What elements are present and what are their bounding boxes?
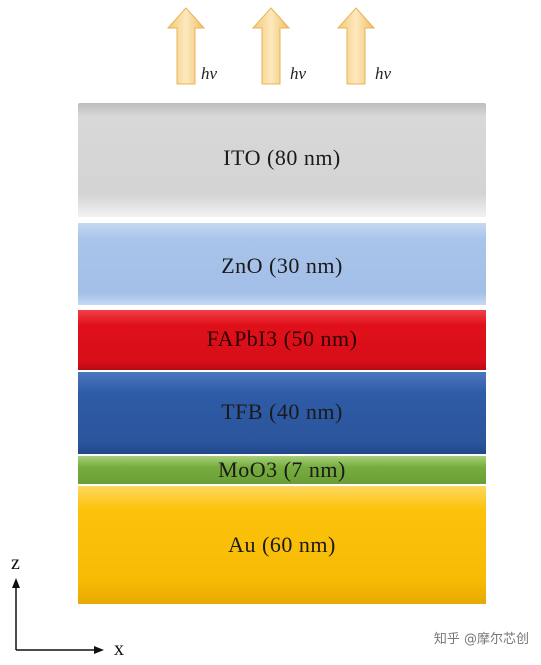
layer-ito: ITO (80 nm) — [78, 103, 486, 217]
layer-label: TFB (40 nm) — [221, 399, 343, 424]
emission-arrow-icon — [336, 7, 376, 85]
layer-label: ITO (80 nm) — [223, 145, 341, 170]
layer-label: ZnO (30 nm) — [221, 253, 343, 278]
layer-label: MoO3 (7 nm) — [218, 457, 346, 482]
z-axis-label: z — [11, 552, 20, 574]
layer-tfb: TFB (40 nm) — [78, 372, 486, 454]
x-axis-label: x — [114, 638, 124, 660]
z-axis-arrow-icon — [12, 578, 20, 650]
watermark: 知乎 @摩尔芯创 — [433, 632, 529, 647]
layer-moo3: MoO3 (7 nm) — [78, 456, 486, 484]
emission-arrow-icon — [166, 7, 206, 85]
layer-zno: ZnO (30 nm) — [78, 223, 486, 305]
layer-au: Au (60 nm) — [78, 486, 486, 604]
photon-energy-label: hν — [375, 64, 392, 83]
emission-arrow-icon — [251, 7, 291, 85]
layer-label: Au (60 nm) — [228, 532, 336, 557]
layer-fapbi3: FAPbI3 (50 nm) — [78, 310, 486, 370]
photon-energy-label: hν — [201, 64, 218, 83]
layer-label: FAPbI3 (50 nm) — [206, 326, 358, 351]
photon-energy-label: hν — [290, 64, 307, 83]
x-axis-arrow-icon — [16, 646, 104, 654]
emission-arrows — [166, 7, 376, 85]
